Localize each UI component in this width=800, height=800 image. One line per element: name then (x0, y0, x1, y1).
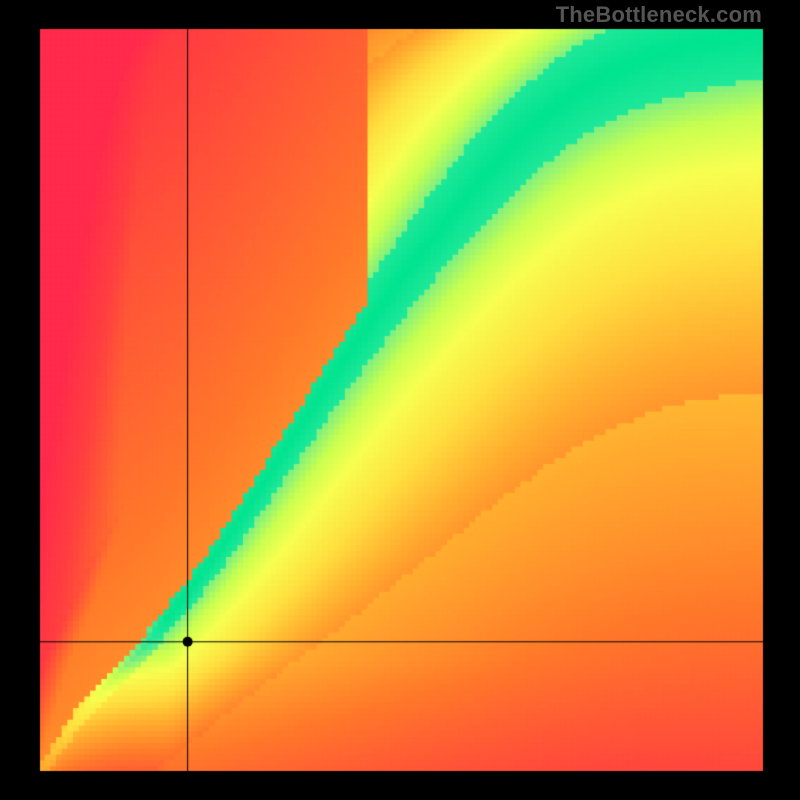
watermark: TheBottleneck.com (556, 2, 762, 28)
bottleneck-heatmap (0, 0, 800, 800)
